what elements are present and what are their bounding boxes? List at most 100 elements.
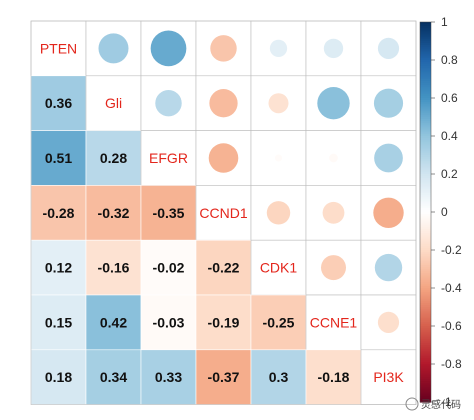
colorbar-segment bbox=[420, 77, 431, 80]
diag-cell-EFGR bbox=[140, 130, 197, 186]
colorbar-segment bbox=[420, 299, 431, 302]
colorbar-segment bbox=[420, 166, 431, 169]
colorbar-segment bbox=[420, 388, 431, 392]
value-label-EFGR-PTEN: 0.51 bbox=[45, 150, 72, 166]
circle-PTEN-EFGR bbox=[150, 30, 187, 67]
colorbar-segment bbox=[420, 386, 431, 390]
colorbar-segment bbox=[420, 398, 431, 401]
colorbar-segment bbox=[420, 137, 431, 141]
colorbar-segment bbox=[420, 73, 431, 76]
colorbar-segment bbox=[420, 305, 431, 308]
colorbar-segment bbox=[420, 217, 431, 221]
value-label-CCNE1-CDK1: -0.25 bbox=[263, 314, 295, 330]
colorbar-segment bbox=[420, 143, 431, 147]
colorbar-segment bbox=[420, 37, 431, 40]
colorbar-segment bbox=[420, 263, 431, 266]
circle-CCNE1-PI3K bbox=[377, 311, 400, 334]
colorbar-segment bbox=[420, 270, 431, 274]
cell-CCNE1-CDK1 bbox=[250, 294, 307, 351]
colorbar-segment bbox=[420, 183, 431, 186]
colorbar-segment bbox=[420, 105, 431, 109]
colorbar-segment bbox=[420, 350, 431, 354]
circle-Gli-EFGR bbox=[155, 89, 182, 117]
colorbar-segment bbox=[420, 274, 431, 278]
value-label-CCND1-Gli: -0.32 bbox=[98, 205, 130, 221]
colorbar-segment bbox=[420, 124, 431, 128]
value-label-CCNE1-EFGR: -0.03 bbox=[153, 314, 185, 330]
circle-Gli-PI3K bbox=[373, 88, 404, 118]
colorbar-segment bbox=[420, 103, 431, 107]
colorbar-segment bbox=[420, 61, 431, 65]
colorbar-segment bbox=[420, 155, 431, 158]
colorbar-segment bbox=[420, 225, 431, 228]
circle-CDK1-PI3K bbox=[374, 253, 403, 282]
colorbar-segment bbox=[420, 179, 431, 183]
value-label-PI3K-CDK1: 0.3 bbox=[269, 369, 289, 385]
colorbar-segment bbox=[420, 187, 431, 190]
colorbar-segment bbox=[420, 272, 431, 276]
colorbar-segment bbox=[420, 206, 431, 209]
matrix-grid: PTEN 0.36 Gli 0.51 0.28 EFGR -0.28 -0.32 -0.35 CC… bbox=[30, 20, 417, 405]
variable-label-CDK1: CDK1 bbox=[260, 260, 298, 276]
colorbar-segment bbox=[420, 383, 431, 386]
diag-cell-CCND1 bbox=[195, 185, 252, 241]
colorbar-segment bbox=[420, 339, 431, 342]
colorbar-segment bbox=[420, 352, 431, 356]
colorbar-segment bbox=[420, 200, 431, 204]
colorbar-tick-label: 0.6 bbox=[441, 91, 458, 105]
colorbar-segment bbox=[420, 41, 431, 44]
circle-PTEN-Gli bbox=[98, 33, 129, 64]
cell-PI3K-CCND1 bbox=[195, 349, 252, 405]
variable-label-CCNE1: CCNE1 bbox=[310, 314, 358, 330]
value-label-PI3K-CCND1: -0.37 bbox=[208, 369, 240, 385]
colorbar-segment bbox=[420, 213, 431, 217]
colorbar-segment bbox=[420, 223, 431, 226]
upper-cell-Gli-PI3K bbox=[360, 75, 417, 131]
colorbar-segment bbox=[420, 238, 431, 242]
colorbar-segment bbox=[420, 400, 431, 403]
colorbar-segment bbox=[420, 48, 431, 52]
colorbar-segment bbox=[420, 156, 431, 160]
colorbar-segment bbox=[420, 46, 431, 50]
cell-CCNE1-EFGR bbox=[140, 294, 197, 351]
colorbar-segment bbox=[420, 56, 431, 59]
colorbar-segment bbox=[420, 60, 431, 63]
colorbar-segment bbox=[420, 343, 431, 346]
colorbar-segment bbox=[420, 23, 431, 27]
colorbar-tick-label: -1 bbox=[441, 395, 452, 409]
colorbar-segment bbox=[420, 191, 431, 194]
value-label-CCNE1-Gli: 0.42 bbox=[100, 314, 127, 330]
colorbar-tick-label: 0 bbox=[441, 205, 448, 219]
colorbar-segment bbox=[420, 255, 431, 259]
colorbar-segment bbox=[420, 96, 431, 99]
colorbar-segment bbox=[420, 261, 431, 264]
colorbar-segment bbox=[420, 248, 431, 251]
circle-CCND1-CCNE1 bbox=[322, 201, 345, 224]
colorbar-segment bbox=[420, 126, 431, 129]
value-label-CCNE1-CCND1: -0.19 bbox=[208, 314, 240, 330]
cell-CCND1-Gli bbox=[85, 185, 142, 241]
colorbar-segment bbox=[420, 113, 431, 116]
colorbar-segment bbox=[420, 276, 431, 280]
colorbar-segment bbox=[420, 101, 431, 105]
colorbar-segment bbox=[420, 257, 431, 261]
colorbar-segment bbox=[420, 160, 431, 164]
cell-PI3K-PTEN bbox=[30, 349, 87, 405]
colorbar-segment bbox=[420, 202, 431, 205]
colorbar-segment bbox=[420, 310, 431, 314]
colorbar-segment bbox=[420, 170, 431, 173]
colorbar-segment bbox=[420, 307, 431, 310]
colorbar-segment bbox=[420, 291, 431, 295]
cell-EFGR-Gli bbox=[85, 130, 142, 186]
colorbar-segment bbox=[420, 329, 431, 333]
watermark: 灵感代码 bbox=[405, 397, 461, 411]
colorbar-segment bbox=[420, 362, 431, 365]
colorbar-segment bbox=[420, 354, 431, 357]
colorbar-segment bbox=[420, 392, 431, 395]
colorbar-segment bbox=[420, 25, 431, 29]
colorbar-segment bbox=[420, 242, 431, 245]
circle-PTEN-CDK1 bbox=[269, 39, 288, 58]
colorbar-segment bbox=[420, 39, 431, 42]
colorbar-segment bbox=[420, 67, 431, 71]
